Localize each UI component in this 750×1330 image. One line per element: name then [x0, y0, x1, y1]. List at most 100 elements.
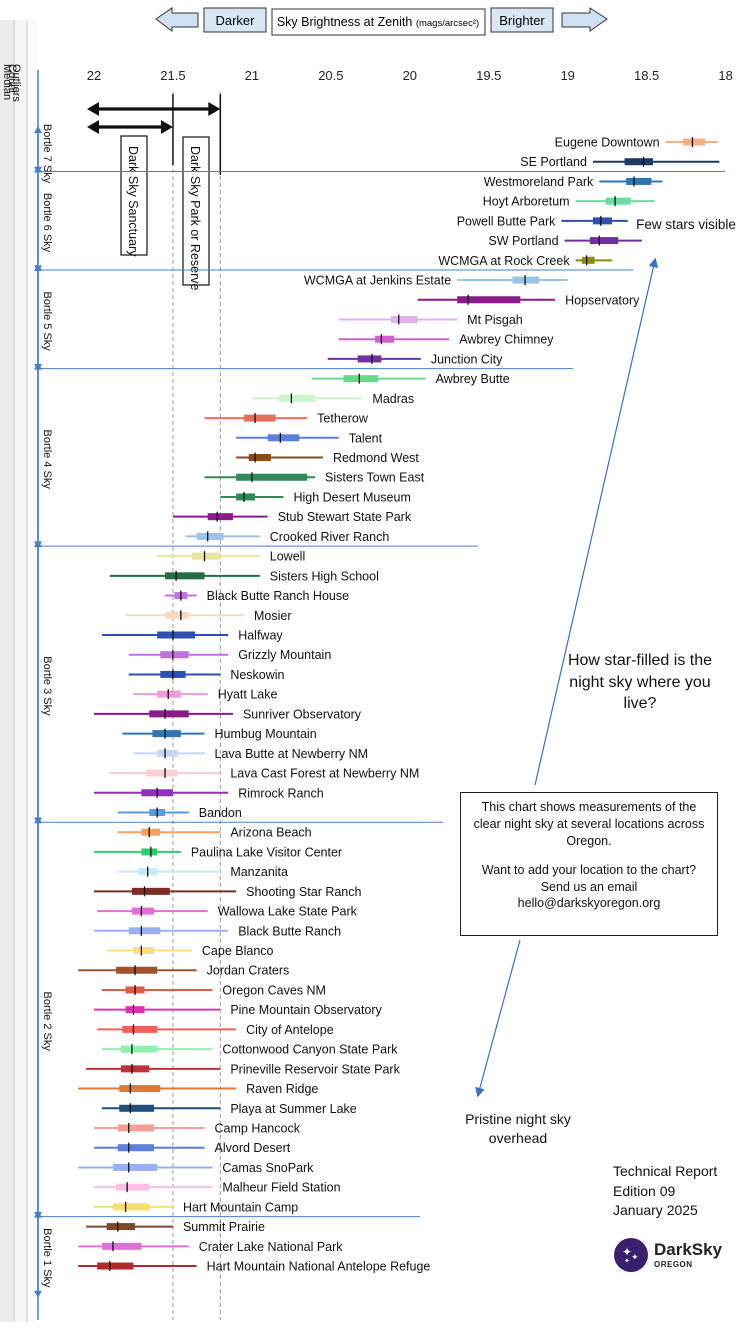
box-iqr — [589, 237, 619, 245]
location-label: Neskowin — [230, 668, 284, 682]
bortle-arrow-up — [34, 126, 42, 133]
location-label: Cape Blanco — [202, 944, 274, 958]
box-iqr — [119, 1085, 161, 1093]
box-iqr — [457, 296, 521, 304]
box-iqr — [120, 1065, 150, 1073]
box-iqr — [116, 966, 158, 974]
box-iqr — [97, 1262, 134, 1270]
bortle-arrow-up — [34, 540, 42, 548]
box-plot-50: Camp Hancock — [94, 1122, 301, 1136]
box-plot-28: Hyatt Lake — [133, 688, 277, 702]
location-label: Grizzly Mountain — [238, 648, 331, 662]
location-label: Tetherow — [317, 412, 369, 426]
box-plot-29: Sunriver Observatory — [94, 707, 362, 721]
location-label: Madras — [372, 392, 414, 406]
bortle-arrow-up — [34, 165, 42, 173]
box-plot-5: SW Portland — [488, 234, 642, 248]
edition-line2: Edition 09 — [613, 1182, 676, 1199]
park-label-box — [182, 136, 210, 286]
location-label: Summit Prairie — [183, 1220, 265, 1234]
box-plot-9: Mt Pisgah — [338, 313, 523, 327]
chart-title-main: Sky Brightness at Zenith — [277, 15, 413, 29]
box-iqr — [624, 158, 653, 166]
logo-mark-icon: ✦ ✦ ✦ — [614, 1238, 648, 1272]
box-plot-46: Cottonwood Canyon State Park — [101, 1043, 398, 1057]
box-plot-23: Black Butte Ranch House — [165, 589, 349, 603]
box-plot-6: WCMGA at Rock Creek — [438, 254, 612, 268]
park-range-arrow-head-left — [87, 102, 99, 116]
brighter-box — [490, 7, 554, 33]
edition-block: Technical Report Edition 09 January 2025 — [613, 1162, 733, 1221]
box-plot-22: Sisters High School — [109, 569, 379, 583]
box-iqr — [157, 749, 178, 757]
box-plot-39: Wallowa Lake State Park — [97, 905, 358, 919]
box-iqr — [375, 335, 395, 343]
location-label: Hart Mountain Camp — [183, 1200, 298, 1214]
location-label: Hopservatory — [565, 293, 640, 307]
box-iqr — [390, 315, 418, 323]
box-plot-25: Halfway — [101, 629, 283, 643]
box-plot-1: SE Portland — [520, 155, 720, 169]
box-iqr — [343, 375, 379, 383]
location-label: Talent — [349, 431, 383, 445]
box-plot-43: Oregon Caves NM — [101, 983, 326, 997]
darker-arrow — [155, 7, 199, 32]
bortle-label: Bortle 3 Sky — [41, 656, 53, 716]
box-iqr — [160, 651, 189, 659]
sanctuary-label: Dark Sky Sanctuary — [126, 146, 140, 257]
arrow-few-stars — [534, 257, 659, 786]
box-plot-20: Crooked River Ranch — [185, 530, 390, 544]
location-label: Sunriver Observatory — [243, 707, 362, 721]
box-iqr — [125, 1006, 145, 1014]
location-label: Paulina Lake Visitor Center — [191, 845, 342, 859]
title-box — [271, 8, 486, 36]
box-plot-11: Junction City — [327, 352, 503, 366]
box-iqr — [141, 828, 161, 836]
box-plot-33: Rimrock Ranch — [94, 786, 324, 800]
box-plot-8: Hopservatory — [417, 293, 640, 307]
header: Darker Sky Brightness at Zenith (mags/ar… — [155, 7, 608, 36]
box-plot-53: Malheur Field Station — [94, 1181, 341, 1195]
location-label: WCMGA at Rock Creek — [438, 254, 570, 268]
box-iqr — [626, 177, 652, 185]
bortle-label: Bortle 1 Sky — [41, 1228, 53, 1288]
location-label: Alvord Desert — [215, 1141, 291, 1155]
location-label: Junction City — [431, 352, 503, 366]
location-label: Halfway — [238, 629, 283, 643]
box-iqr — [120, 1045, 158, 1053]
box-plot-54: Hart Mountain Camp — [94, 1200, 298, 1214]
box-plot-14: Tetherow — [204, 412, 369, 426]
box-plot-16: Redmond West — [236, 451, 419, 465]
box-iqr — [581, 256, 595, 264]
location-label: Mt Pisgah — [467, 313, 523, 327]
location-label: Mosier — [254, 609, 292, 623]
bortle-arrow-up — [34, 362, 42, 370]
data-table-strip: Count Median Outliers — [0, 20, 37, 1322]
box-plot-21: Lowell — [157, 550, 305, 564]
location-label: Playa at Summer Lake — [230, 1102, 356, 1116]
box-plot-26: Grizzly Mountain — [128, 648, 331, 662]
info-p2: Want to add your location to the chart? … — [481, 862, 697, 911]
location-label: City of Antelope — [246, 1023, 334, 1037]
chart-title: Sky Brightness at Zenith (mags/arcsec²) — [277, 15, 479, 29]
location-label: Crooked River Ranch — [270, 530, 390, 544]
box-plot-2: Westmoreland Park — [484, 175, 663, 189]
darksky-logo: ✦ ✦ ✦ DarkSky OREGON — [614, 1238, 724, 1274]
location-label: Arizona Beach — [230, 826, 311, 840]
box-plot-57: Hart Mountain National Antelope Refuge — [78, 1260, 430, 1274]
bortle-arrow-up — [34, 264, 42, 272]
box-iqr — [357, 355, 382, 363]
location-label: Bandon — [199, 806, 242, 820]
location-label: Eugene Downtown — [555, 136, 660, 150]
box-plot-30: Humbug Mountain — [122, 727, 317, 741]
bortle-label: Bortle 4 Sky — [41, 430, 53, 490]
sanctuary-range-arrow-head-left — [87, 120, 99, 134]
location-label: High Desert Museum — [293, 490, 410, 504]
location-label: Cottonwood Canyon State Park — [222, 1043, 398, 1057]
location-label: Oregon Caves NM — [222, 983, 326, 997]
x-tick-label: 19 — [560, 68, 574, 83]
box-plot-24: Mosier — [125, 609, 292, 623]
location-label: Crater Lake National Park — [199, 1240, 344, 1254]
box-iqr — [592, 217, 612, 225]
x-tick-label: 18 — [718, 68, 732, 83]
